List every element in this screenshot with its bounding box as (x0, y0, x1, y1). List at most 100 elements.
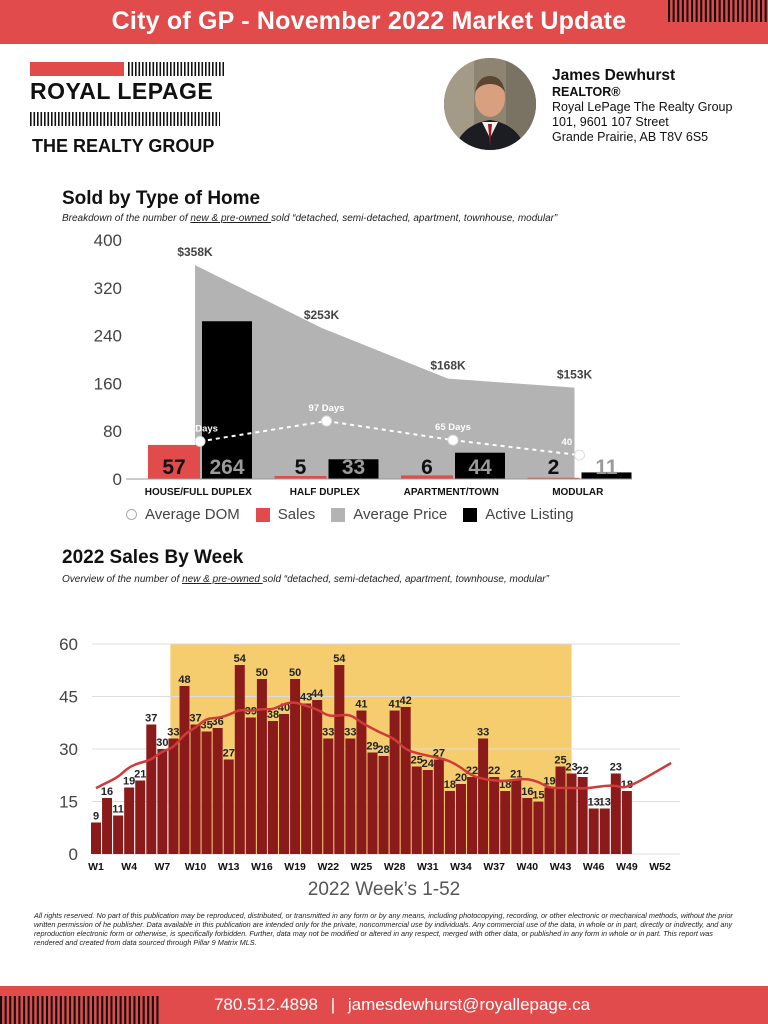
bar-week (555, 766, 566, 854)
barcode-stripe (156, 62, 158, 76)
barcode-stripe (166, 62, 169, 76)
bar-week (544, 787, 555, 854)
bar-week (588, 808, 599, 854)
barcode-stripe (205, 112, 207, 126)
label-sales: 5 (295, 456, 307, 479)
barcode-stripe (156, 996, 159, 1024)
barcode-stripe (727, 0, 730, 22)
barcode-stripe (152, 62, 155, 76)
bar-week (91, 822, 101, 854)
bar-week (201, 731, 212, 854)
label-week-value: 44 (311, 688, 324, 700)
bar-week (334, 665, 345, 854)
subtitle-text-end: sold “detached, semi-detached, apartment… (262, 574, 549, 585)
barcode-stripe (173, 62, 176, 76)
barcode-stripe (101, 996, 104, 1024)
logo-red-block (30, 62, 124, 76)
barcode-stripe (760, 0, 763, 22)
label-week-value: 54 (333, 653, 346, 665)
dom-point (574, 449, 585, 461)
bar-week (245, 717, 256, 854)
label-week-value: 13 (599, 797, 611, 809)
barcode-stripe (147, 996, 150, 1024)
bar-active-listing (328, 459, 379, 479)
barcode-stripe (96, 996, 99, 1024)
bar-week (345, 738, 356, 854)
bar-week (279, 714, 290, 854)
barcode-stripe (79, 112, 81, 126)
barcode-stripe (163, 62, 165, 76)
barcode-stripe (746, 0, 749, 22)
label-active-listing: 264 (209, 456, 244, 479)
barcode-stripe (159, 112, 162, 126)
bar-week (323, 738, 334, 854)
bar-week (599, 808, 610, 854)
barcode-stripe (30, 112, 32, 126)
barcode-stripe (142, 112, 144, 126)
y-tick-label: 320 (94, 279, 122, 298)
legend-item-dom: Average DOM (126, 506, 240, 523)
section-title-sold-by-type: Sold by Type of Home (62, 188, 261, 209)
barcode-stripe (191, 112, 193, 126)
label-week-value: 16 (101, 786, 113, 798)
bar-week (577, 777, 588, 854)
x-category-label: MODULAR (552, 487, 604, 498)
bar-week (444, 791, 455, 854)
label-week-value: 28 (377, 744, 389, 756)
agent-company: Royal LePage The Realty Group (552, 100, 733, 114)
legend-label: Sales (277, 506, 316, 523)
barcode-stripe (737, 0, 740, 22)
y-tick-label: 80 (103, 422, 122, 441)
label-week-value: 37 (189, 713, 201, 725)
label-active-listing: 44 (468, 456, 492, 479)
label-week-value: 25 (411, 755, 423, 767)
bar-week (566, 773, 577, 854)
barcode-stripe (741, 0, 744, 22)
subtitle-text: Breakdown of the number of (62, 213, 191, 224)
agent-address-line2: Grande Prairie, AB T8V 6S5 (552, 130, 709, 144)
barcode-stripe (677, 0, 680, 22)
barcode-stripe (86, 112, 88, 126)
bar-week (146, 724, 157, 854)
barcode-stripe (36, 996, 39, 1024)
label-average-price: $168K (430, 359, 466, 373)
dom-point (194, 435, 206, 447)
barcode-stripe (82, 996, 85, 1024)
barcode-stripe (82, 112, 85, 126)
legend-swatch-icon (463, 507, 478, 522)
barcode-stripe (208, 112, 211, 126)
barcode-stripe (37, 112, 39, 126)
barcode-stripe (51, 112, 53, 126)
bar-week (356, 710, 367, 854)
barcode-stripe (184, 112, 186, 126)
label-week-value: 25 (554, 755, 566, 767)
bar-week (478, 738, 489, 854)
barcode-stripe (33, 112, 36, 126)
label-week-value: 16 (521, 786, 533, 798)
barcode-stripe (159, 62, 162, 76)
barcode-stripe (93, 112, 95, 126)
bar-week (102, 798, 113, 854)
barcode-stripe (709, 0, 712, 22)
bar-week (234, 665, 245, 854)
section-title-sales-by-week: 2022 Sales By Week (62, 547, 244, 568)
agent-photo-icon (444, 58, 536, 150)
label-week-value: 18 (444, 779, 456, 791)
bar-week (511, 780, 522, 854)
barcode-stripe (180, 62, 183, 76)
x-tick-label: W46 (583, 861, 605, 873)
label-week-value: 41 (388, 699, 400, 711)
barcode-stripe (138, 112, 141, 126)
legend-item-price: Average Price (331, 506, 447, 523)
label-average-price: $153K (557, 368, 593, 382)
bar-week (400, 707, 411, 854)
sales-by-week-chart: 0153045609161119213730334837353627543950… (59, 635, 680, 873)
bar-active-listing (581, 472, 632, 479)
x-tick-label: W10 (185, 861, 207, 873)
barcode-stripe (156, 112, 158, 126)
label-week-value: 33 (322, 727, 334, 739)
legend-swatch-icon (255, 507, 270, 522)
barcode-stripe (107, 112, 109, 126)
subtitle-underlined-text: new & pre-owned (190, 213, 272, 224)
x-tick-label: W37 (483, 861, 505, 873)
